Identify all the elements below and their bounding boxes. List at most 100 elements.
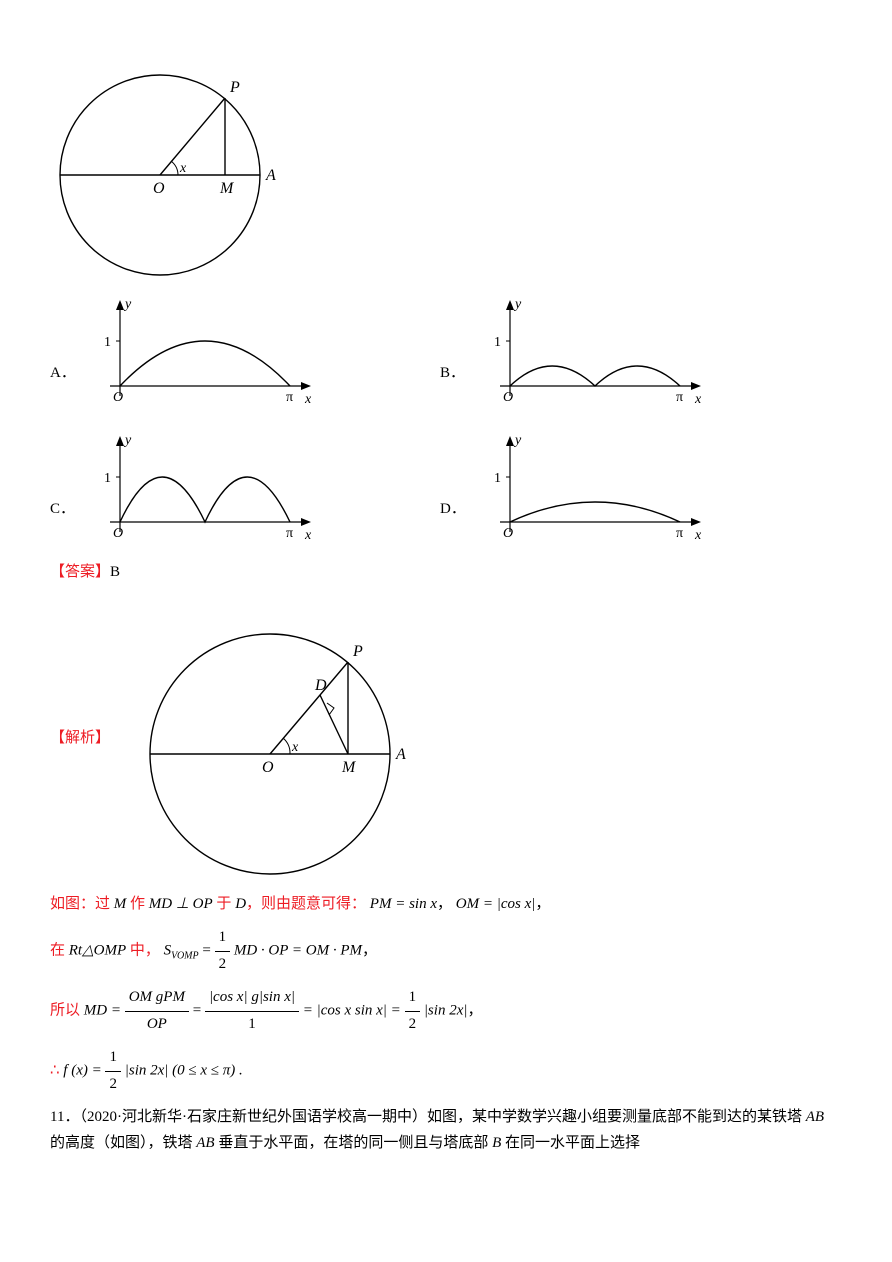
o-label: O (503, 526, 513, 541)
choice-graph-b: 1 O π y x (480, 286, 830, 416)
label-P: P (229, 79, 240, 96)
y-label: y (123, 297, 132, 312)
choice-graph-d: 1 O π y x (480, 422, 830, 552)
label-x: x (179, 161, 187, 176)
label-O2: O (262, 759, 274, 776)
sl2-end: ， (362, 942, 377, 958)
pi-label: π (286, 526, 293, 541)
q11-t3: 垂直于水平面，在塔的同一侧且与塔底部 (215, 1135, 493, 1151)
x-label: x (694, 528, 702, 543)
sl4-therefore: ∴ (50, 1062, 60, 1078)
sl1-comma: ， (437, 896, 452, 912)
sl1-then: ，则由题意可得： (246, 896, 366, 912)
pi-label: π (676, 526, 683, 541)
sl1-eq2l: OM = (456, 896, 497, 912)
solution-line-1: 如图：过 M 作 MD ⊥ OP 于 D，则由题意可得： PM = sin x，… (50, 892, 842, 918)
sl3-hd: 2 (405, 1012, 421, 1038)
sl3-eq: = (193, 1002, 205, 1018)
sl3-prefix: 所以 (50, 1002, 84, 1018)
sl3-MD: MD = (84, 1002, 125, 1018)
x-label: x (694, 392, 702, 407)
label-O: O (153, 180, 165, 197)
sl2-rt: Rt△OMP (69, 942, 126, 958)
label-D: D (314, 677, 327, 694)
solution-line-3: 所以 MD = OM gPMOP = |cos x| g|sin x|1 = |… (50, 985, 842, 1037)
sl4-fx: f (x) = (63, 1062, 105, 1078)
pi-label: π (286, 390, 293, 405)
sl1-perp: MD ⊥ OP (149, 896, 213, 912)
one-label: 1 (494, 335, 501, 350)
diagram-circle-2: P D O M A x (130, 594, 420, 884)
q11-b: B (492, 1135, 501, 1151)
sl3-f1n: OM gPM (125, 985, 189, 1012)
sl3-rhs: |sin 2x| (424, 1002, 468, 1018)
answer-value: B (110, 564, 120, 580)
choice-label-d: D． (440, 497, 480, 553)
y-label: y (123, 433, 132, 448)
q11-num: 11． (50, 1109, 79, 1125)
y-label: y (513, 433, 522, 448)
q11-ab1: AB (806, 1109, 824, 1125)
q11-t2: 的高度（如图），铁塔 (50, 1135, 196, 1151)
solution-line-4: ∴ f (x) = 12 |sin 2x| (0 ≤ x ≤ π) . (50, 1045, 842, 1097)
label-P2: P (352, 643, 363, 660)
question-11: 11．（2020·河北新华·石家庄新世纪外国语学校高一期中）如图，某中学数学兴趣… (50, 1105, 842, 1156)
q11-t4: 在同一水平面上选择 (501, 1135, 640, 1151)
choice-graph-c: 1 O π y x (90, 422, 440, 552)
one-label: 1 (494, 471, 501, 486)
sl4-sin2x: |sin 2x| (125, 1062, 169, 1078)
sl3-end: ， (467, 1002, 482, 1018)
o-label: O (113, 390, 123, 405)
q11-source: （2020·河北新华·石家庄新世纪外国语学校高一期中） (79, 1109, 427, 1125)
sl2-mid: 中， (126, 942, 160, 958)
o-label: O (503, 390, 513, 405)
label-M2: M (341, 759, 357, 776)
sl1-D: D (235, 896, 246, 912)
x-label: x (304, 392, 312, 407)
sl1-yu: 于 (213, 896, 236, 912)
sl3-f2n: |cos x| g|sin x| (205, 985, 299, 1012)
pi-label: π (676, 390, 683, 405)
choice-graph-a: 1 O π y x (90, 286, 440, 416)
x-label: x (304, 528, 312, 543)
sl3-f1d: OP (125, 1012, 189, 1038)
sl1-eq2r: |cos x| (497, 896, 536, 912)
choice-label-a: A． (50, 361, 90, 417)
label-x2: x (291, 740, 299, 755)
sl2-prefix: 在 (50, 942, 69, 958)
sl2-Ssub: VOMP (171, 950, 198, 961)
label-A2: A (395, 746, 406, 763)
y-label: y (513, 297, 522, 312)
one-label: 1 (104, 471, 111, 486)
sl1-end: ， (535, 896, 550, 912)
one-label: 1 (104, 335, 111, 350)
choice-row-ab: A． 1 O π y x B． 1 O π y x (50, 286, 842, 416)
sl3-f2d: 1 (205, 1012, 299, 1038)
diagram-circle-1: P O M A x (50, 40, 842, 280)
sl3-eq2: = |cos x sin x| = (303, 1002, 405, 1018)
choice-label-c: C． (50, 497, 90, 553)
label-M: M (219, 180, 235, 197)
choice-label-b: B． (440, 361, 480, 417)
label-A: A (265, 167, 276, 184)
sl4-hn: 1 (105, 1045, 121, 1072)
sl1-prefix: 如图：过 (50, 896, 114, 912)
q11-t1: 如图，某中学数学兴趣小组要测量底部不能到达的某铁塔 (427, 1109, 806, 1125)
sl3-hn: 1 (405, 985, 421, 1012)
answer-label: 【答案】 (50, 564, 110, 580)
sl1-mid: 作 (126, 896, 149, 912)
sl2-fn: 1 (215, 925, 231, 952)
sl4-hd: 2 (105, 1072, 121, 1098)
sl4-domain: (0 ≤ x ≤ π) . (172, 1062, 243, 1078)
solution-row: 【解析】 P D O M A x (50, 594, 842, 884)
q11-ab2: AB (196, 1135, 214, 1151)
sl1-M: M (114, 896, 127, 912)
choice-row-cd: C． 1 O π y x D． 1 O π y x (50, 422, 842, 552)
solution-line-2: 在 Rt△OMP 中， SVOMP = 12 MD · OP = OM · PM… (50, 925, 842, 977)
o-label: O (113, 526, 123, 541)
solution-label: 【解析】 (50, 726, 110, 752)
sl2-eq: = (199, 942, 215, 958)
sl2-rhs: MD · OP = OM · PM (234, 942, 362, 958)
sl1-eq1: PM = sin x (370, 896, 437, 912)
answer-line: 【答案】B (50, 560, 842, 586)
